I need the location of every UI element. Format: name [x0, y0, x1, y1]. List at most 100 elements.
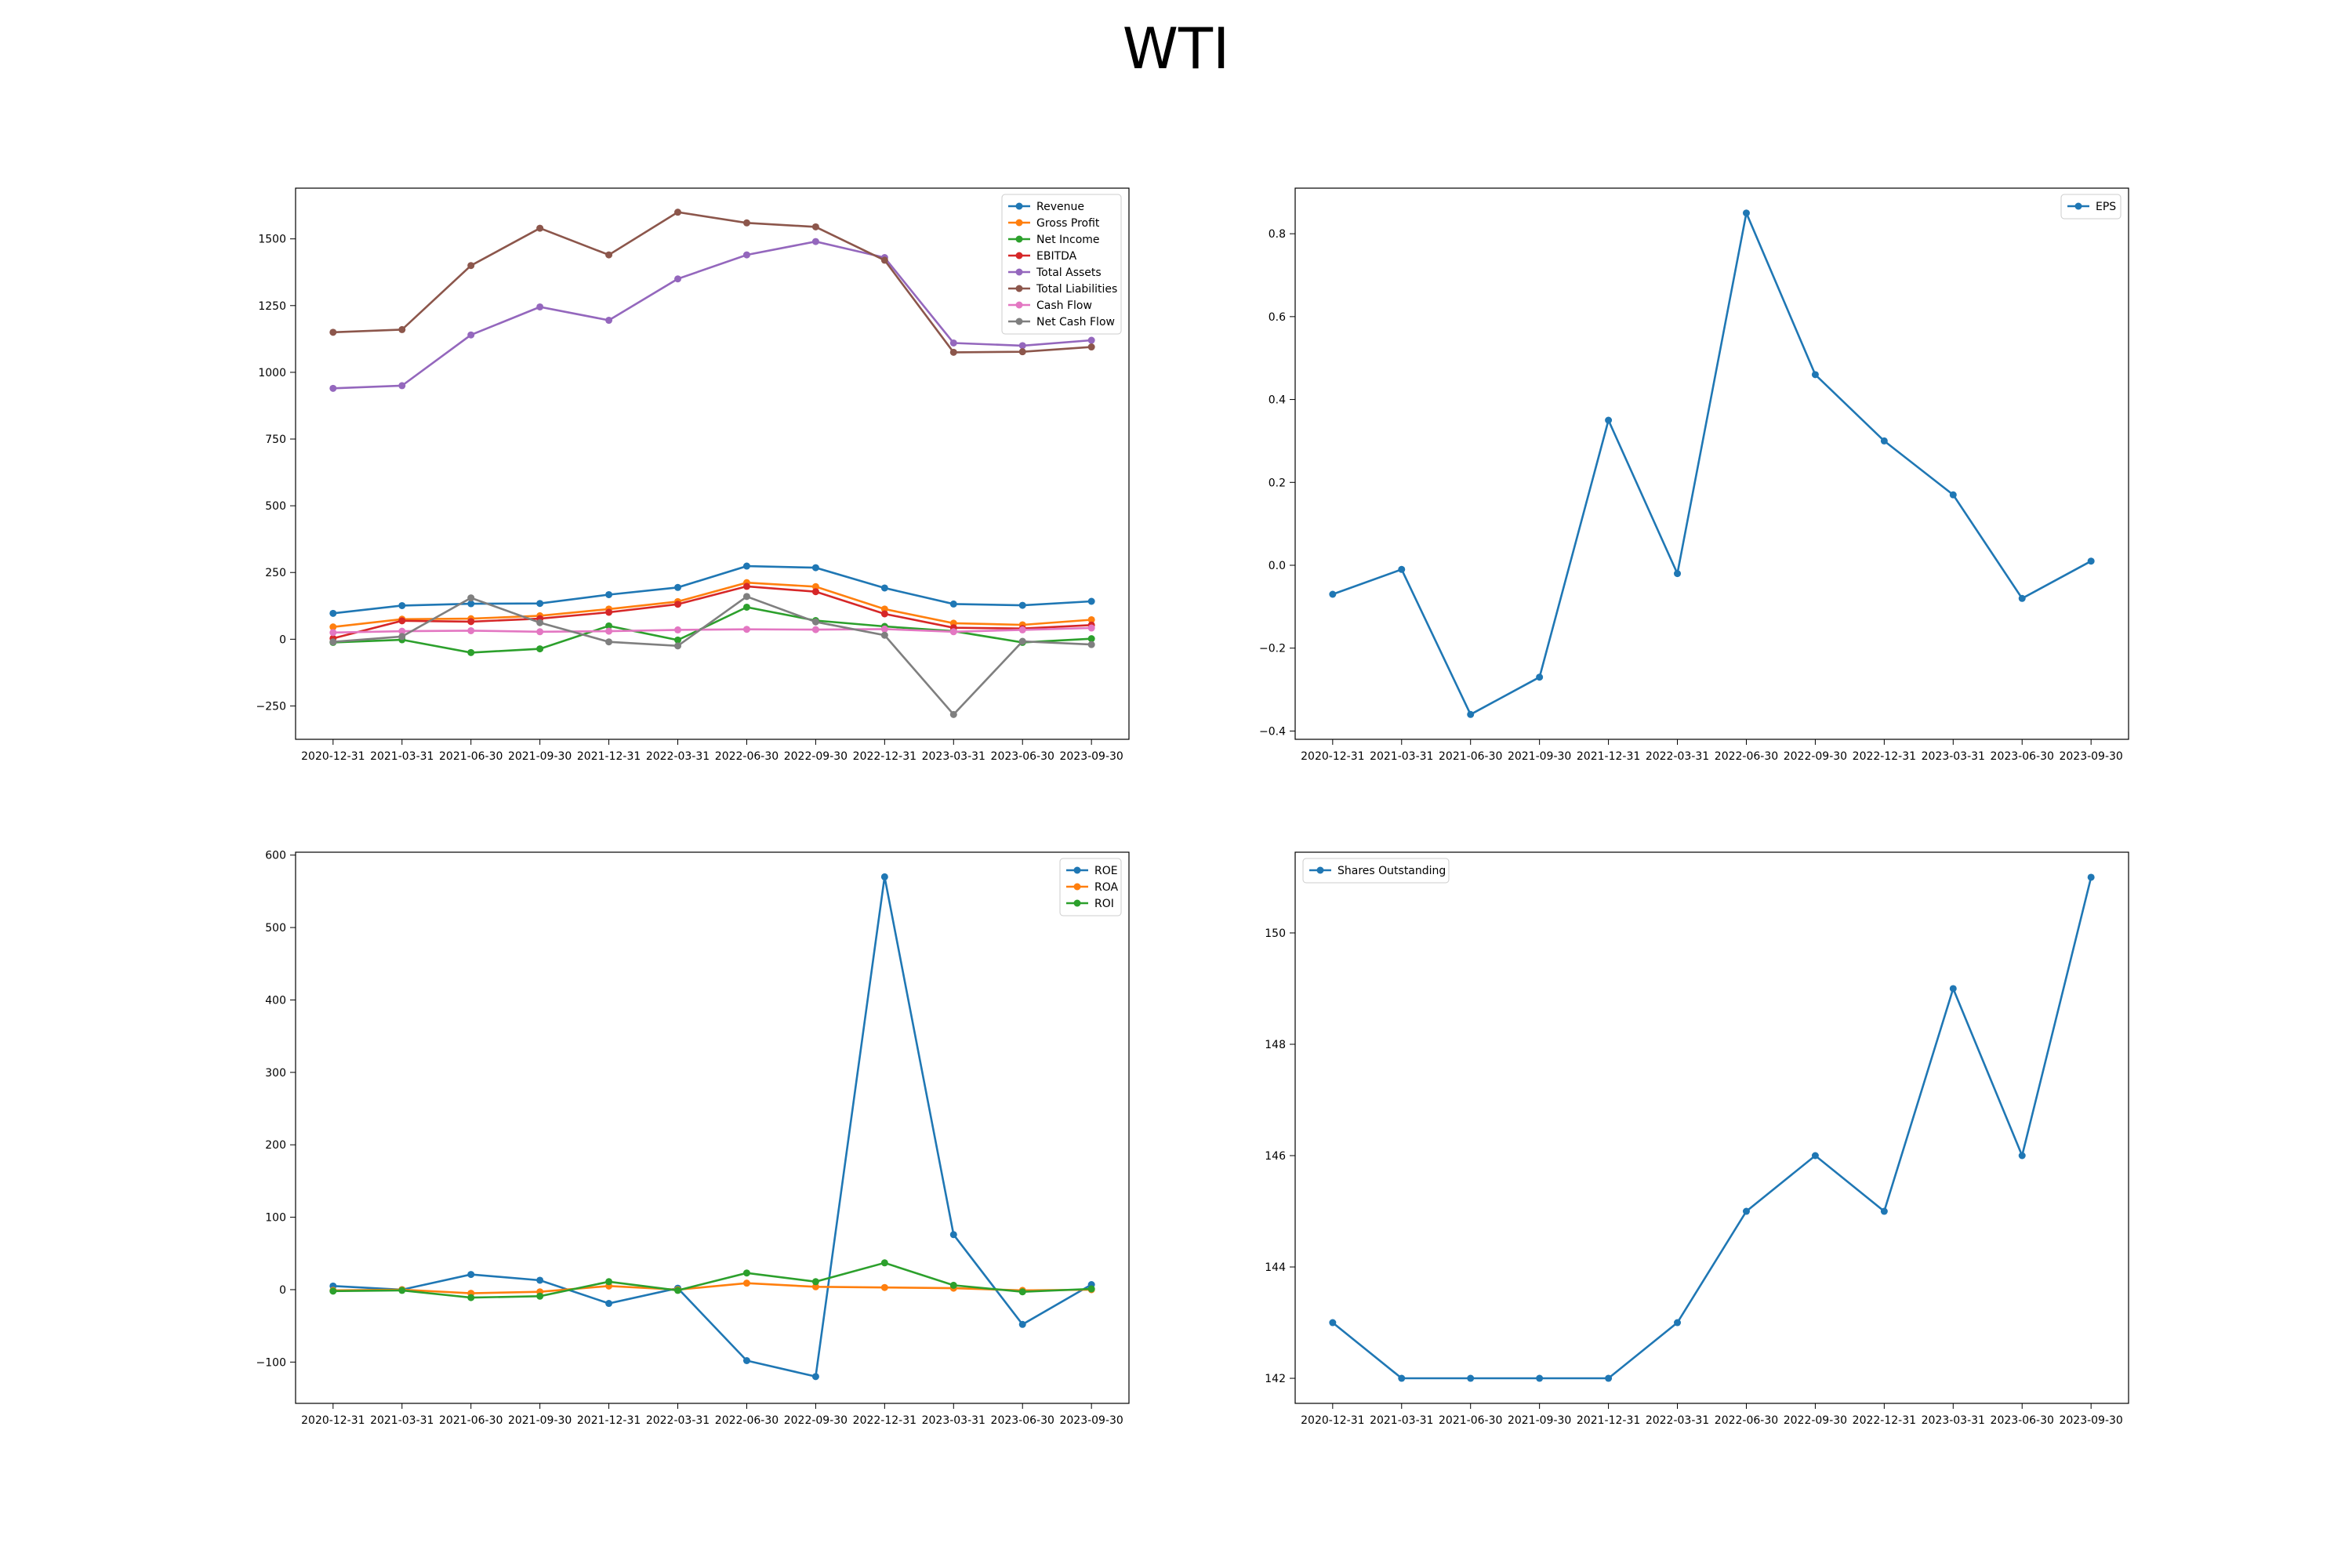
x-tick-label: 2021-09-30 [1508, 750, 1571, 763]
legend-marker [1015, 318, 1023, 325]
x-tick-label: 2022-06-30 [1715, 1414, 1778, 1427]
y-tick-label: −100 [256, 1356, 286, 1369]
x-tick-label: 2021-06-30 [439, 1414, 503, 1427]
data-point [742, 626, 750, 633]
data-point [1018, 1320, 1026, 1328]
data-point [1398, 1374, 1406, 1382]
data-point [949, 628, 957, 636]
y-tick-label: 0.0 [1269, 560, 1286, 572]
series-line [332, 585, 1092, 640]
legend-marker [1316, 866, 1324, 874]
data-point [605, 1278, 613, 1286]
x-tick-label: 2023-06-30 [1991, 1414, 2054, 1427]
x-tick-label: 2022-12-31 [1853, 1414, 1916, 1427]
chart-panel-1: 2020-12-31 2021-03-31 2021-06-30 2021-09-30… [256, 187, 1130, 763]
y-tick-label: 150 [1265, 927, 1286, 940]
data-point [1018, 1288, 1026, 1296]
data-point [742, 603, 750, 611]
y-tick-label: 0.2 [1269, 477, 1286, 489]
data-point [949, 339, 957, 347]
x-tick-label: 2022-06-30 [715, 1414, 779, 1427]
data-point [536, 645, 544, 653]
y-tick-label: 144 [1265, 1261, 1286, 1274]
data-point [811, 238, 819, 245]
legend-marker [1015, 202, 1023, 210]
data-point [1087, 597, 1095, 605]
legend-label: Net Cash Flow [1036, 316, 1115, 328]
data-point [1536, 673, 1544, 681]
x-tick-label: 2023-03-31 [1922, 750, 1985, 763]
data-point [1880, 437, 1888, 445]
data-point [329, 623, 337, 631]
data-point [949, 1281, 957, 1289]
data-point [329, 1287, 337, 1295]
data-point [536, 619, 544, 626]
series-line [332, 581, 1092, 628]
data-point [674, 626, 682, 633]
y-tick-label: −0.2 [1259, 643, 1286, 655]
data-point [811, 583, 819, 590]
y-tick-label: 146 [1265, 1150, 1286, 1163]
data-point [742, 593, 750, 601]
data-point [1467, 1374, 1475, 1382]
x-tick-label: 2022-06-30 [1715, 750, 1778, 763]
data-point [880, 584, 888, 592]
legend-marker [1073, 899, 1081, 907]
x-tick-label: 2023-06-30 [991, 1414, 1054, 1427]
series-roe [329, 873, 1095, 1381]
data-point [949, 1231, 957, 1239]
data-point [742, 219, 750, 227]
legend: Shares Outstanding [1302, 858, 1450, 884]
series-line [1332, 209, 2092, 717]
x-tick-label: 2020-12-31 [301, 750, 365, 763]
y-tick-label: 1000 [258, 367, 286, 379]
data-point [467, 626, 475, 634]
data-point [1811, 371, 1819, 379]
data-point [329, 384, 337, 392]
data-point [398, 617, 406, 625]
x-tick-label: 2022-03-31 [1646, 750, 1709, 763]
x-tick-label: 2023-09-30 [2059, 1414, 2122, 1427]
x-tick-label: 2022-09-30 [784, 1414, 848, 1427]
data-point [949, 348, 957, 356]
legend-marker [2074, 202, 2082, 210]
x-tick-label: 2023-09-30 [2059, 750, 2122, 763]
legend-label: Total Liabilities [1036, 283, 1117, 296]
data-point [1674, 1319, 1682, 1327]
x-tick-label: 2021-12-31 [577, 750, 641, 763]
legend-marker [1015, 301, 1023, 309]
data-point [674, 642, 682, 650]
data-point [536, 628, 544, 636]
data-point [1329, 590, 1337, 598]
data-point [1880, 1207, 1888, 1215]
y-tick-label: 250 [265, 567, 286, 579]
x-tick-label: 2021-03-31 [1370, 750, 1433, 763]
data-point [1949, 985, 1957, 993]
data-point [880, 873, 888, 880]
x-tick-label: 2021-09-30 [508, 750, 572, 763]
data-point [742, 562, 750, 570]
data-point [467, 594, 475, 602]
data-point [811, 564, 819, 572]
data-point [2087, 873, 2095, 881]
series-cash-flow [329, 624, 1095, 637]
data-point [1087, 1285, 1095, 1293]
data-point [880, 1259, 888, 1267]
data-point [674, 601, 682, 608]
data-point [742, 1279, 750, 1287]
data-point [467, 1294, 475, 1301]
x-tick-label: 2022-03-31 [1646, 1414, 1709, 1427]
data-point [674, 1287, 682, 1294]
legend-box [1001, 194, 1122, 335]
x-tick-label: 2022-09-30 [1784, 750, 1847, 763]
data-point [742, 583, 750, 590]
legend-marker [1015, 285, 1023, 292]
x-tick-label: 2022-06-30 [715, 750, 779, 763]
data-point [1467, 710, 1475, 718]
y-tick-label: 500 [265, 500, 286, 513]
x-tick-label: 2020-12-31 [1301, 1414, 1364, 1427]
series-line [332, 211, 1092, 354]
y-tick-label: −250 [256, 700, 286, 713]
y-tick-label: 600 [265, 850, 286, 862]
data-point [1949, 491, 1957, 499]
